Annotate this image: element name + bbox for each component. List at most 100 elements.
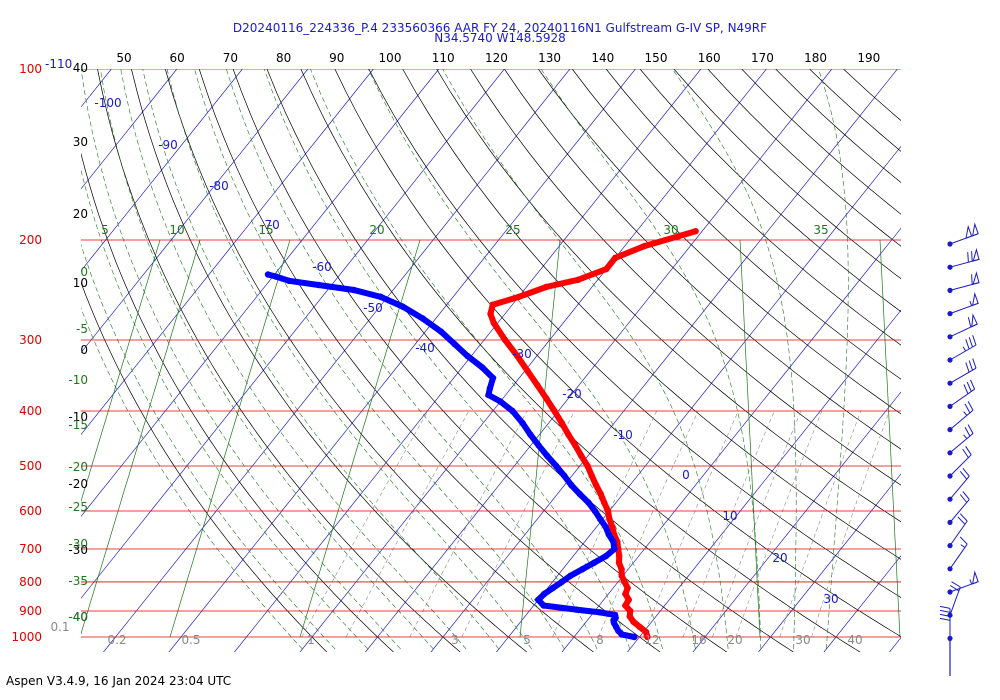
wind-barb-shaft: [949, 409, 974, 430]
moist-adiabat-label: -30: [68, 537, 88, 551]
isotherm-line: [299, 69, 767, 652]
dry-adiabat-line: [842, 69, 901, 121]
dry-adiabat-line: [266, 69, 794, 652]
isotherm-line: [81, 69, 309, 354]
top-scale-label: 170: [751, 51, 774, 65]
dewpoint-point: [540, 602, 547, 609]
wind-barb-shaft: [949, 586, 961, 616]
mixing-ratio-label: 40: [847, 633, 862, 647]
temperature-point: [578, 452, 585, 460]
dewpoint-point: [558, 578, 565, 586]
wind-barb-full: [967, 317, 972, 328]
dry-adiabat-line: [470, 69, 901, 486]
mixing-ratio-line: [735, 410, 823, 638]
theta-e-line: [169, 239, 291, 638]
theta-e-label: 35: [813, 223, 828, 237]
top-scale-label: 150: [645, 51, 668, 65]
temperature-point: [609, 523, 616, 531]
isotherm-label: -80: [209, 179, 229, 193]
mixing-ratio-label: 30: [795, 633, 810, 647]
left-temp-label: -10: [68, 410, 88, 424]
wind-barb-shaft: [949, 454, 972, 477]
moist-adiabat-line: [310, 69, 663, 650]
top-scale-label: 70: [223, 51, 238, 65]
mixing-ratio-label: 12: [644, 633, 659, 647]
moist-adiabat-line: [100, 69, 434, 650]
isotherm-line: [81, 69, 440, 517]
dewpoint-point: [485, 391, 492, 399]
dry-adiabat-line: [81, 281, 328, 652]
left-temp-label: 10: [73, 276, 88, 290]
temperature-point: [534, 381, 541, 389]
temperature-point: [551, 407, 558, 415]
wind-barb-full: [962, 491, 970, 500]
wind-barb-half: [963, 411, 968, 416]
moist-adiabat-line: [226, 69, 598, 650]
isotherm-line: [627, 309, 901, 652]
temperature-point: [627, 607, 634, 615]
moist-adiabat-line: [81, 169, 369, 650]
dewpoint-point: [519, 419, 526, 427]
mixing-ratio-line: [461, 410, 575, 638]
isotherm-label: 30: [823, 592, 838, 606]
temperature-point: [618, 566, 625, 573]
isotherm-line: [692, 391, 901, 652]
left-temp-label: -20: [68, 477, 88, 491]
temperature-point: [574, 276, 582, 283]
wind-barb-shaft: [949, 388, 975, 407]
temperature-point: [624, 584, 631, 592]
top-scale-label: 190: [857, 51, 880, 65]
temperature-point: [636, 623, 643, 631]
mixing-ratio-label: 0.1: [50, 620, 69, 634]
temperature-point: [584, 462, 591, 470]
isotherm-line: [496, 145, 901, 652]
wind-barb-shaft: [949, 499, 970, 523]
theta-e-label: 25: [505, 223, 520, 237]
dewpoint-point: [549, 584, 557, 592]
dewpoint-point: [478, 364, 486, 371]
wind-barb-full: [964, 426, 971, 437]
dewpoint-point: [285, 277, 293, 284]
temperature-point: [515, 293, 522, 301]
dewpoint-point: [451, 340, 458, 348]
dewpoint-point: [509, 407, 516, 415]
wind-barb-shaft: [949, 520, 968, 546]
isotherm-line: [103, 69, 571, 652]
mixing-ratio-line: [682, 410, 775, 638]
isotherm-line: [168, 69, 636, 652]
left-temp-label: -40: [68, 610, 88, 624]
pressure-label-extra: -110: [45, 57, 72, 71]
dewpoint-point: [602, 552, 610, 560]
moist-adiabat-label: -35: [68, 574, 88, 588]
isotherm-label: 0: [682, 468, 690, 482]
dewpoint-point: [576, 490, 583, 498]
pressure-label: 900: [19, 604, 42, 618]
isotherm-line: [561, 227, 901, 652]
top-scale-label: 110: [432, 51, 455, 65]
isotherm-label: -10: [613, 428, 633, 442]
mixing-ratio-label: 0.2: [107, 633, 126, 647]
wind-barb-full: [967, 424, 974, 434]
dewpoint-point: [590, 559, 598, 566]
dry-adiabat-line: [164, 69, 594, 652]
theta-e-label: 30: [663, 223, 678, 237]
dewpoint-point: [611, 611, 619, 619]
wind-barb-half: [962, 346, 967, 352]
top-scale-label: 100: [379, 51, 402, 65]
theta-e-label: 5: [101, 223, 109, 237]
isotherm-line: [430, 69, 898, 652]
dry-adiabat-line: [775, 69, 901, 183]
dewpoint-point: [527, 431, 534, 438]
dewpoint-point: [579, 566, 586, 573]
dewpoint-point: [561, 472, 568, 479]
temperature-point: [692, 228, 699, 235]
isotherm-label: -30: [512, 347, 532, 361]
dry-adiabat-line: [571, 69, 901, 380]
top-scale-label: 50: [116, 51, 131, 65]
left-temp-label: 40: [73, 61, 88, 75]
wind-barb-full: [970, 379, 976, 390]
dewpoint-point: [611, 545, 618, 553]
mixing-ratio-line: [779, 410, 862, 638]
wind-barb-shaft: [949, 543, 968, 570]
